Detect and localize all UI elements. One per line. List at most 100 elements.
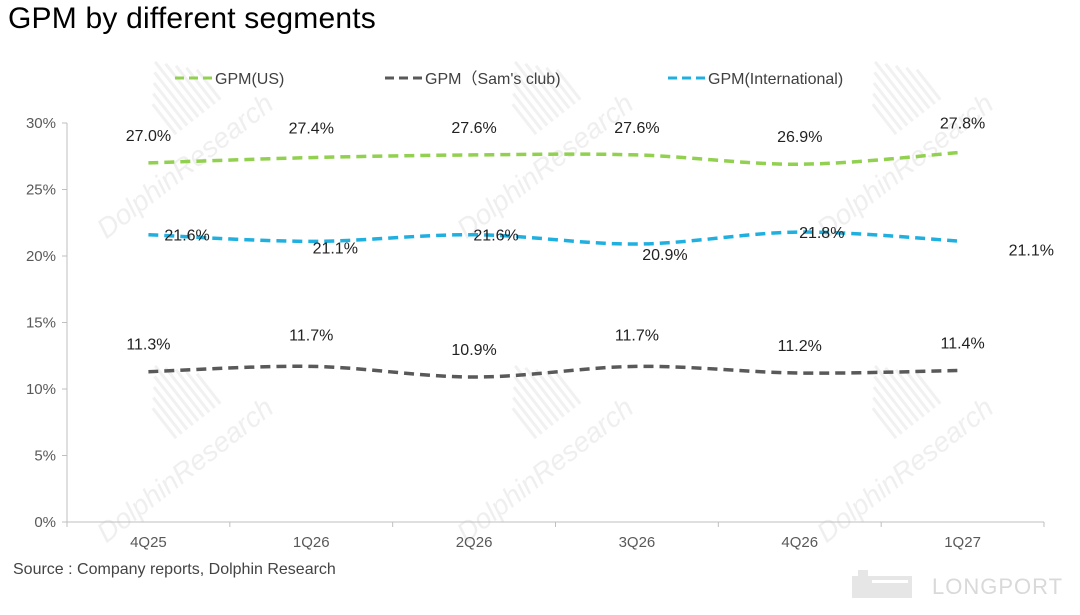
series-line [148, 230, 963, 246]
line-chart: DolphinResearch DolphinResearch DolphinRes… [26, 60, 1054, 551]
data-label: 11.3% [126, 337, 170, 354]
watermark-bar [905, 66, 936, 105]
watermark: DolphinResearch [91, 364, 279, 548]
watermark-bar [872, 92, 903, 131]
series-line [148, 150, 963, 166]
watermark-bar [524, 62, 565, 114]
y-tick-label: 15% [26, 315, 56, 332]
watermark-bar [524, 366, 565, 418]
watermark-bar [153, 71, 194, 123]
data-label: 26.9% [777, 129, 822, 146]
watermark: DolphinResearch [451, 60, 639, 244]
y-tick-label: 5% [34, 448, 56, 465]
watermark-bar [153, 60, 200, 118]
watermark-bar [151, 103, 178, 136]
watermark-bar [152, 386, 189, 431]
watermark-bar [164, 62, 205, 114]
watermark-bar [894, 64, 931, 110]
x-tick-label: 4Q26 [781, 534, 818, 551]
watermark-bar [884, 366, 925, 418]
watermark-bar [555, 68, 582, 101]
data-label: 27.4% [289, 121, 334, 138]
y-tick-label: 0% [34, 514, 56, 531]
watermark: DolphinResearch [451, 364, 639, 548]
watermark-bar [545, 66, 576, 105]
data-label: 27.6% [614, 120, 659, 137]
watermark-bar [884, 62, 925, 114]
brand-name: LONGPORT [932, 574, 1064, 599]
series-line [148, 364, 963, 379]
watermark-bar [915, 68, 942, 101]
watermark-bar [511, 103, 538, 136]
watermark-bar [195, 372, 222, 405]
chart-series [148, 150, 963, 379]
watermark-bar [871, 103, 898, 136]
watermark-bar [873, 60, 920, 118]
watermark-bar [164, 366, 205, 418]
watermark: DolphinResearch [811, 364, 999, 548]
watermark-bar [871, 407, 898, 440]
data-label: 21.1% [1009, 242, 1054, 259]
data-label: 11.2% [778, 338, 822, 355]
chart-title: GPM by different segments [8, 2, 376, 35]
watermark-bar [195, 68, 222, 101]
chart-axes: 0% 5% 10% 15% 20% 25% 30% 4Q25 1Q26 2Q26 3Q26 4Q26 1… [26, 115, 1045, 551]
data-labels: 27.0% 27.4% 27.6% 27.6% 26.9% 27.8% 11.3% 11.7%… [126, 115, 1054, 359]
chart-legend: GPM(US) GPM（Sam's club) GPM(International) [175, 70, 843, 88]
watermark-bar [872, 386, 909, 431]
watermark-bar [512, 92, 543, 131]
brand-mark-icon [852, 570, 912, 598]
y-tick-label: 20% [26, 248, 56, 265]
watermark-bar [151, 407, 178, 440]
watermark-bar [534, 64, 571, 110]
data-label: 27.0% [126, 128, 171, 145]
y-tick-label: 10% [26, 381, 56, 398]
watermark-bar [152, 396, 183, 435]
legend-label: GPM(International) [708, 71, 843, 88]
source-note: Source : Company reports, Dolphin Resear… [13, 561, 336, 578]
y-tick-label: 30% [26, 115, 56, 132]
watermark-bar [512, 396, 543, 435]
watermark-bar [872, 82, 909, 127]
legend-item: GPM(US) [175, 71, 284, 88]
watermark-bar [512, 82, 549, 127]
data-label: 11.7% [615, 327, 659, 344]
watermark-bar [545, 370, 576, 409]
watermark-bar [185, 370, 216, 409]
watermark-layer: DolphinResearch DolphinResearch DolphinRes… [91, 60, 999, 548]
legend-label: GPM（Sam's club) [425, 70, 561, 88]
watermark-bar [513, 71, 554, 123]
watermark-bar [152, 82, 189, 127]
watermark-bar [555, 372, 582, 405]
data-label: 27.6% [451, 120, 496, 137]
data-label: 20.9% [642, 247, 687, 264]
watermark-bar [534, 368, 571, 414]
brand-logo: LONGPORT [850, 566, 1076, 606]
watermark-bar [915, 372, 942, 405]
watermark-bar [873, 375, 914, 427]
watermark-bar [872, 396, 903, 435]
watermark-bar [513, 375, 554, 427]
watermark-bar [511, 407, 538, 440]
legend-item: GPM(International) [668, 71, 843, 88]
data-label: 10.9% [451, 342, 496, 359]
watermark-bar [905, 370, 936, 409]
watermark-bar [152, 92, 183, 131]
legend-label: GPM(US) [215, 71, 284, 88]
watermark-bar [174, 368, 211, 414]
x-tick-label: 1Q27 [944, 534, 981, 551]
watermark-bar [174, 64, 211, 110]
x-tick-label: 2Q26 [456, 534, 493, 551]
legend-item: GPM（Sam's club) [385, 70, 561, 88]
watermark-bar [153, 375, 194, 427]
data-label: 11.4% [940, 335, 984, 352]
watermark-bar [185, 66, 216, 105]
watermark-bar [513, 60, 560, 118]
watermark-bar [873, 364, 920, 422]
watermark-bar [512, 386, 549, 431]
watermark-bar [894, 368, 931, 414]
x-tick-label: 4Q25 [130, 534, 167, 551]
data-label: 27.8% [940, 115, 985, 132]
y-tick-label: 25% [26, 182, 56, 199]
